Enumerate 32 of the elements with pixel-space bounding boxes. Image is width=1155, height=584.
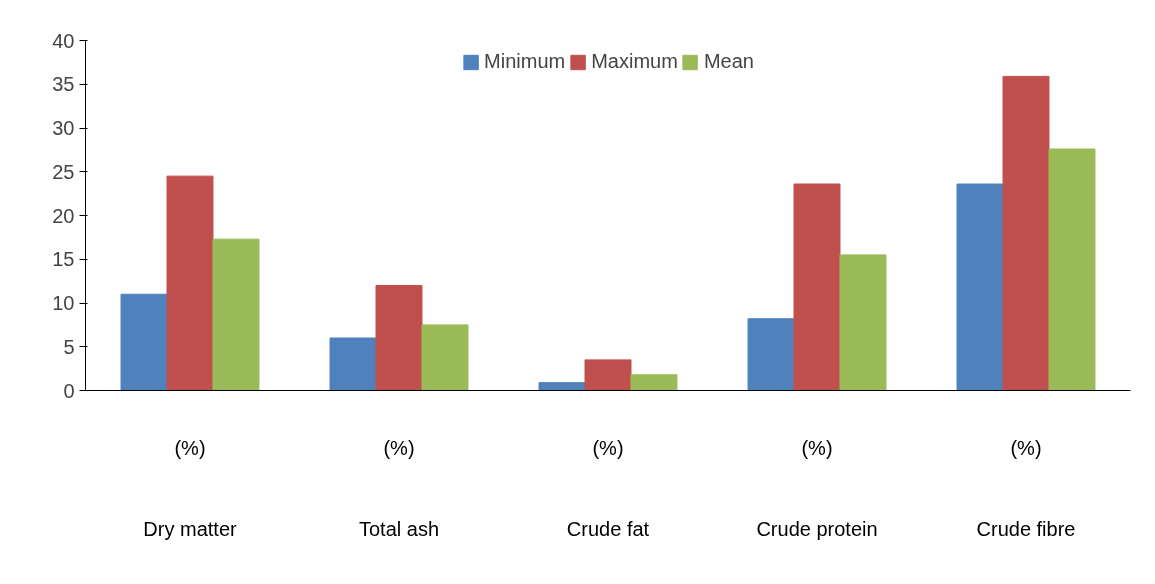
legend-label: Mean: [703, 50, 754, 73]
bar: [375, 285, 423, 391]
legend-label: Maximum: [591, 50, 678, 73]
bar: [538, 382, 586, 391]
bar: [630, 374, 678, 391]
y-tick-label: 15: [52, 248, 75, 271]
bar: [1048, 148, 1096, 391]
y-tick-label: 10: [52, 292, 75, 314]
bar: [956, 183, 1004, 391]
bar: [1002, 75, 1050, 391]
bar: [421, 324, 469, 391]
y-tick-label: 30: [52, 117, 75, 139]
bar: [747, 318, 795, 391]
category-label: (%) Dry matter: [143, 436, 237, 540]
bar: [120, 293, 168, 391]
category-label: (%) Crude fat: [566, 436, 650, 540]
y-tick-label: 40: [52, 29, 75, 52]
y-tick-label: 5: [63, 335, 75, 358]
bar: [212, 238, 260, 391]
bar: [839, 254, 887, 391]
y-tick-label: 0: [63, 379, 75, 402]
y-tick-label: 35: [52, 73, 75, 96]
legend-label: Minimum: [484, 50, 566, 73]
y-tick-label: 20: [52, 204, 75, 227]
bar: [793, 183, 841, 391]
category-label: (%) Total ash: [358, 436, 440, 540]
bar: [329, 337, 377, 391]
category-label: (%) Crude fibre: [976, 436, 1076, 540]
category-label: (%) Crude protein: [756, 436, 878, 540]
bar: [166, 175, 214, 391]
y-tick-label: 25: [52, 160, 75, 183]
bar: [584, 359, 632, 391]
